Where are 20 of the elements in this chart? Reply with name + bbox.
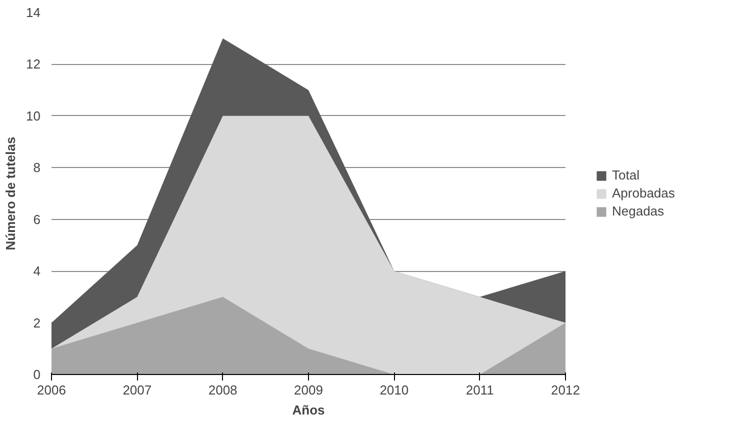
y-tick-label: 0: [33, 367, 41, 382]
y-tick-label: 4: [33, 264, 41, 279]
y-tick-label: 14: [26, 5, 41, 20]
x-tick-label: 2009: [294, 382, 323, 398]
x-tick-label: 2008: [208, 382, 238, 398]
y-tick-label: 10: [26, 108, 41, 124]
x-tick-label: 2011: [466, 382, 494, 398]
legend-label: Negadas: [612, 204, 664, 218]
x-tick-label: 2006: [37, 382, 66, 398]
x-tick-label: 2007: [122, 382, 152, 398]
legend-label: Aprobadas: [612, 186, 675, 200]
y-tick-label: 2: [33, 315, 41, 330]
x-axis-title: Años: [292, 402, 325, 418]
y-axis-title: Número de tutelas: [3, 136, 18, 250]
x-tick-label: 2012: [551, 382, 580, 398]
x-tick-label: 2010: [380, 382, 409, 398]
y-tick-label: 12: [26, 56, 41, 72]
y-tick-label: 6: [33, 212, 41, 227]
y-tick-label: 8: [33, 160, 41, 176]
legend-label: Total: [612, 168, 640, 182]
